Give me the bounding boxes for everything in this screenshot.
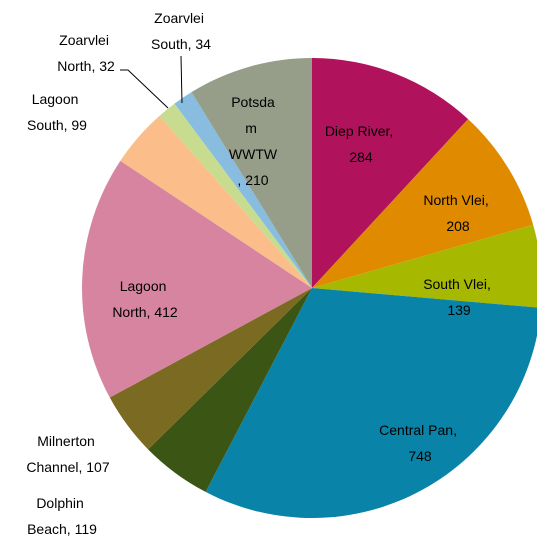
- data-label: Zoarvlei North, 32: [57, 32, 115, 74]
- data-label: South Vlei, 139: [423, 276, 495, 318]
- data-label: Potsda m WWTW, 210: [229, 94, 278, 188]
- pie-slice: [312, 224, 537, 308]
- pie-slice: [312, 58, 469, 288]
- data-label: Lagoon North, 412: [112, 278, 178, 320]
- pie-slice: [148, 288, 312, 492]
- pie-slice: [191, 58, 312, 288]
- data-label: North Vlei, 208: [423, 192, 492, 234]
- labels: Diep River, 284 North Vlei, 208 South Vlei…: [26, 10, 494, 537]
- pie: [82, 58, 537, 518]
- pie-slice: [312, 119, 534, 288]
- data-label: Milnerton Channel, 107: [26, 433, 110, 475]
- leader-line: [120, 69, 169, 109]
- data-label: Diep River, 284: [325, 123, 397, 165]
- data-label: Dolphin Beach, 119: [27, 495, 97, 537]
- pie-slice: [174, 92, 312, 288]
- pie-slice: [120, 115, 312, 288]
- data-label: Central Pan, 748: [379, 422, 461, 464]
- pie-slice: [82, 160, 312, 398]
- pie-slice: [159, 103, 312, 288]
- data-label: Lagoon South, 99: [27, 91, 87, 133]
- pie-slice: [205, 288, 537, 518]
- data-label: Zoarvlei South, 34: [151, 10, 211, 52]
- leader-line: [180, 55, 183, 104]
- pie-slice: [109, 288, 313, 450]
